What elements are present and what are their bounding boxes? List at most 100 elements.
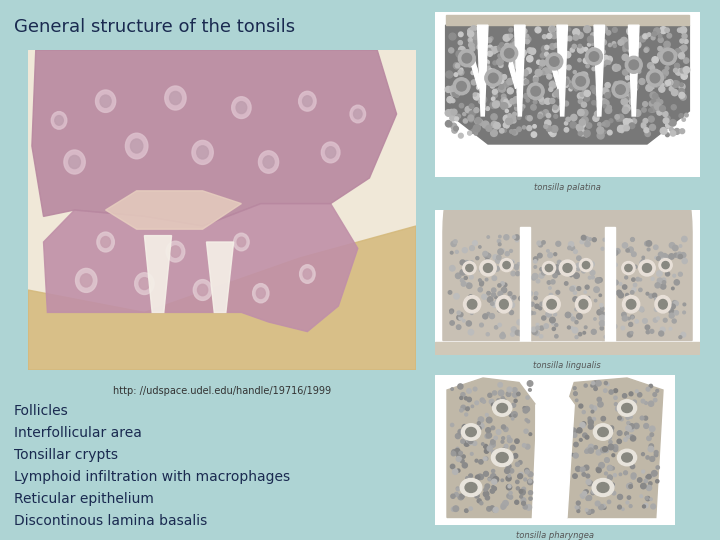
- Circle shape: [487, 48, 491, 52]
- Circle shape: [598, 278, 602, 282]
- Circle shape: [634, 423, 639, 429]
- Ellipse shape: [579, 300, 588, 309]
- Circle shape: [660, 48, 677, 65]
- Circle shape: [492, 288, 496, 292]
- Circle shape: [467, 389, 471, 393]
- Circle shape: [477, 85, 481, 90]
- Ellipse shape: [622, 261, 635, 274]
- Circle shape: [582, 433, 587, 437]
- Circle shape: [456, 81, 459, 84]
- Circle shape: [597, 397, 601, 402]
- Circle shape: [526, 98, 529, 102]
- Ellipse shape: [622, 403, 632, 413]
- Circle shape: [492, 479, 497, 484]
- Circle shape: [617, 439, 621, 443]
- Circle shape: [603, 238, 606, 241]
- Circle shape: [541, 51, 548, 57]
- Circle shape: [608, 484, 611, 487]
- Circle shape: [613, 474, 616, 477]
- Circle shape: [665, 272, 670, 276]
- Circle shape: [621, 313, 626, 317]
- Circle shape: [618, 40, 624, 45]
- Circle shape: [585, 134, 588, 137]
- Circle shape: [626, 455, 631, 460]
- Circle shape: [634, 110, 641, 116]
- Circle shape: [577, 32, 583, 38]
- Circle shape: [446, 120, 452, 127]
- Circle shape: [613, 28, 617, 32]
- Ellipse shape: [622, 453, 632, 462]
- Circle shape: [626, 94, 632, 101]
- Circle shape: [582, 72, 588, 78]
- Circle shape: [651, 106, 657, 112]
- Circle shape: [673, 274, 675, 277]
- Circle shape: [681, 332, 685, 337]
- Circle shape: [599, 463, 604, 468]
- Circle shape: [517, 90, 521, 94]
- Circle shape: [675, 69, 682, 75]
- Circle shape: [618, 416, 621, 420]
- Circle shape: [516, 330, 520, 335]
- Circle shape: [631, 475, 636, 479]
- Circle shape: [487, 51, 492, 56]
- Circle shape: [612, 251, 616, 255]
- Circle shape: [645, 325, 649, 329]
- Circle shape: [554, 313, 557, 316]
- Circle shape: [657, 52, 665, 59]
- Circle shape: [539, 335, 543, 338]
- Ellipse shape: [325, 147, 336, 158]
- Circle shape: [585, 326, 587, 329]
- Circle shape: [456, 273, 461, 279]
- Circle shape: [678, 272, 683, 276]
- Circle shape: [451, 507, 456, 511]
- Circle shape: [611, 255, 615, 259]
- Circle shape: [477, 422, 480, 424]
- Circle shape: [626, 293, 629, 296]
- Circle shape: [470, 267, 473, 270]
- Circle shape: [517, 34, 523, 40]
- Circle shape: [513, 415, 516, 417]
- Circle shape: [596, 381, 601, 386]
- Circle shape: [596, 467, 600, 471]
- Circle shape: [599, 309, 603, 313]
- Circle shape: [473, 31, 477, 35]
- Circle shape: [618, 127, 623, 132]
- Circle shape: [616, 116, 619, 119]
- Circle shape: [510, 260, 514, 264]
- Ellipse shape: [300, 265, 315, 284]
- Circle shape: [516, 267, 518, 270]
- Circle shape: [598, 504, 604, 510]
- Circle shape: [486, 125, 492, 131]
- Circle shape: [534, 100, 537, 104]
- Circle shape: [609, 390, 613, 394]
- Circle shape: [483, 491, 489, 497]
- Circle shape: [473, 425, 477, 429]
- Circle shape: [589, 423, 593, 426]
- Circle shape: [654, 97, 660, 102]
- Circle shape: [672, 80, 679, 87]
- Circle shape: [510, 302, 515, 307]
- Circle shape: [531, 105, 536, 110]
- Circle shape: [515, 35, 518, 38]
- Circle shape: [662, 281, 666, 284]
- Circle shape: [510, 446, 516, 450]
- Circle shape: [638, 38, 642, 42]
- Circle shape: [598, 402, 603, 407]
- Circle shape: [669, 121, 672, 125]
- Circle shape: [485, 278, 488, 281]
- Circle shape: [631, 464, 634, 469]
- Circle shape: [629, 484, 632, 488]
- Circle shape: [460, 279, 464, 282]
- Circle shape: [660, 327, 665, 332]
- Circle shape: [629, 424, 634, 429]
- Circle shape: [553, 106, 559, 112]
- Circle shape: [505, 110, 508, 112]
- Circle shape: [573, 71, 576, 73]
- Circle shape: [608, 428, 612, 432]
- Circle shape: [510, 261, 513, 265]
- Circle shape: [554, 72, 558, 77]
- Circle shape: [585, 241, 590, 247]
- Circle shape: [529, 433, 531, 436]
- Ellipse shape: [166, 241, 185, 262]
- Circle shape: [520, 495, 523, 498]
